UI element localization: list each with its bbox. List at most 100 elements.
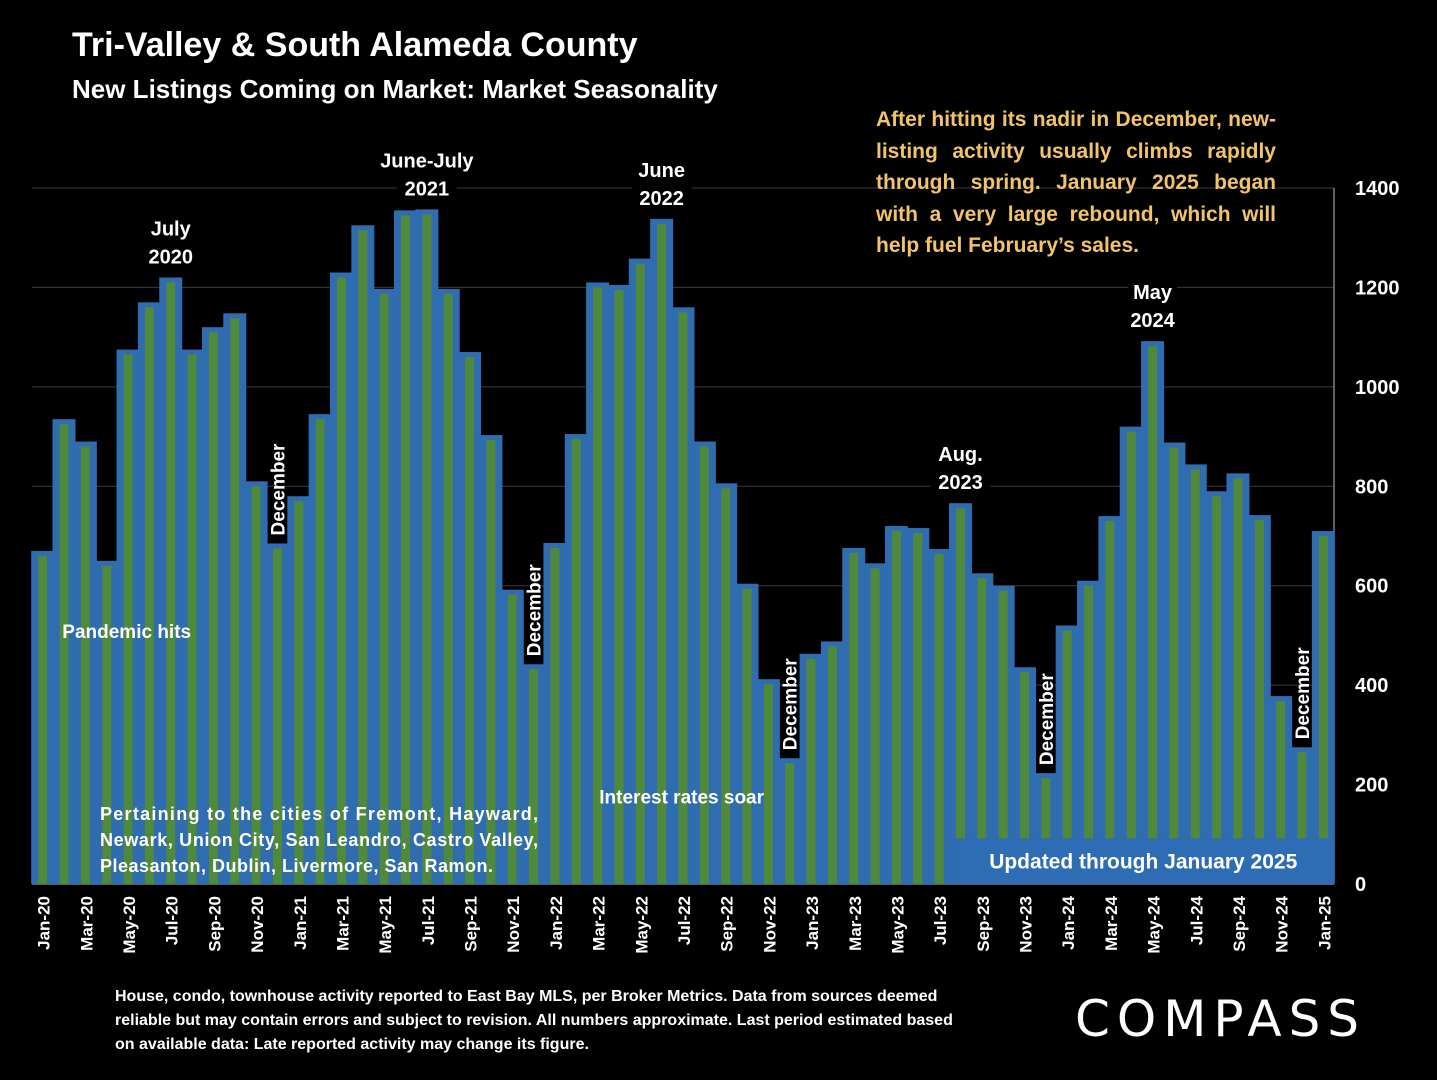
x-tick-label: Jan-25	[1315, 896, 1334, 950]
bar-core	[763, 684, 773, 884]
bar-core	[806, 658, 816, 884]
x-tick-label: Jul-24	[1187, 895, 1206, 945]
update-box-label: Updated through January 2025	[989, 850, 1297, 873]
y-tick-label: 400	[1355, 675, 1388, 697]
bar-core	[721, 488, 731, 884]
bar-core	[529, 669, 539, 884]
bar-core	[379, 293, 389, 884]
bar-core	[998, 590, 1008, 884]
bar-core	[123, 354, 133, 885]
peak-label-bg	[369, 145, 485, 174]
bar-core	[166, 282, 176, 884]
x-tick-label: Jan-22	[547, 896, 566, 950]
bar-core	[614, 289, 624, 884]
chart-title: Tri-Valley & South Alameda County	[72, 26, 638, 64]
update-box	[952, 838, 1334, 884]
bar-core	[422, 214, 432, 884]
cities-note-line: Pleasanton, Dublin, Livermore, San Ramon…	[100, 856, 493, 876]
y-axis: 0 200 400 600 800 1000 1200 1400	[1355, 178, 1400, 896]
bar-core	[1318, 536, 1328, 884]
bar-core	[1126, 431, 1136, 884]
x-tick-label: Jan-21	[291, 896, 310, 950]
bar-core	[1233, 478, 1243, 884]
bar-core	[336, 277, 346, 884]
bar-core	[251, 486, 261, 884]
bar-core	[1212, 496, 1222, 884]
bar-core	[443, 293, 453, 884]
bar-core	[144, 307, 154, 884]
compass-logo: COMPASS	[1075, 990, 1367, 1048]
footnote: House, condo, townhouse activity reporte…	[115, 988, 953, 1053]
bar-core	[657, 223, 667, 884]
x-tick-label: Jan-23	[803, 896, 822, 950]
x-tick-label: May-20	[120, 896, 139, 954]
x-tick-label: Jan-20	[35, 896, 54, 950]
x-tick-label: Sep-21	[462, 896, 481, 952]
bar-core	[635, 263, 645, 884]
bar-core	[1105, 521, 1115, 884]
bar-core	[1254, 520, 1264, 884]
peak-label: 2022	[639, 188, 684, 210]
bar-core	[315, 419, 325, 884]
y-tick-label: 1200	[1355, 277, 1400, 299]
bar-core	[678, 312, 688, 884]
bar-core	[934, 553, 944, 884]
bar-core	[1020, 672, 1030, 884]
y-tick-label: 0	[1355, 874, 1366, 896]
bar-core	[208, 332, 218, 884]
x-tick-label: Mar-22	[590, 896, 609, 951]
bar-core	[785, 763, 795, 884]
bar-core	[230, 318, 240, 884]
bar-core	[955, 508, 965, 884]
x-tick-label: Nov-20	[248, 896, 267, 953]
peak-label-bg	[396, 173, 457, 202]
bar-core	[486, 440, 496, 884]
note-rates: Interest rates soar	[599, 787, 764, 808]
peak-label: May	[1133, 282, 1173, 304]
peak-label-bg	[1122, 305, 1183, 334]
y-tick-label: 1400	[1355, 178, 1400, 200]
chart-subtitle: New Listings Coming on Market: Market Se…	[72, 74, 718, 104]
bar-core	[1297, 752, 1307, 884]
x-tick-label: Jul-22	[675, 896, 694, 945]
peak-label-bg	[140, 241, 201, 270]
bar-core	[358, 230, 368, 885]
x-tick-label: Mar-21	[333, 896, 352, 951]
bar-core	[507, 594, 517, 884]
y-tick-label: 200	[1355, 775, 1388, 797]
cities-note-line: Newark, Union City, San Leandro, Castro …	[100, 830, 538, 850]
bar-core	[827, 646, 837, 884]
peak-label-bg	[140, 213, 201, 242]
x-tick-label: Jul-20	[163, 896, 182, 945]
x-tick-label: Mar-23	[846, 896, 865, 951]
annotations: Updated through January 2025 July 2020 June…	[62, 145, 1334, 884]
december-label: December	[1293, 647, 1314, 739]
december-label: December	[525, 564, 546, 656]
x-tick-label: Nov-22	[760, 896, 779, 953]
x-tick-label: May-23	[888, 896, 907, 954]
x-tick-label: Nov-23	[1017, 896, 1036, 953]
y-tick-label: 1000	[1355, 377, 1400, 399]
x-tick-label: Jul-23	[931, 896, 950, 945]
bar-core	[870, 568, 880, 884]
x-tick-label: Jan-24	[1059, 895, 1078, 949]
bar-core	[102, 565, 112, 884]
peak-label-bg	[631, 182, 692, 211]
bar-core	[1190, 469, 1200, 884]
bar-core	[550, 547, 560, 884]
bar-core	[38, 555, 48, 884]
bar-core	[1084, 585, 1094, 884]
peak-label-bg	[930, 439, 991, 468]
bar-core	[571, 439, 581, 884]
bar-core	[59, 424, 69, 884]
bar-core	[401, 215, 411, 884]
bar-core	[80, 446, 90, 884]
note-pandemic: Pandemic hits	[62, 622, 191, 643]
x-tick-label: Sep-20	[205, 896, 224, 952]
peak-label: 2020	[148, 246, 193, 268]
x-tick-label: Sep-24	[1230, 895, 1249, 951]
bar-core	[272, 548, 282, 884]
x-tick-label: Nov-24	[1273, 895, 1292, 952]
x-tick-label: Jul-21	[419, 896, 438, 945]
